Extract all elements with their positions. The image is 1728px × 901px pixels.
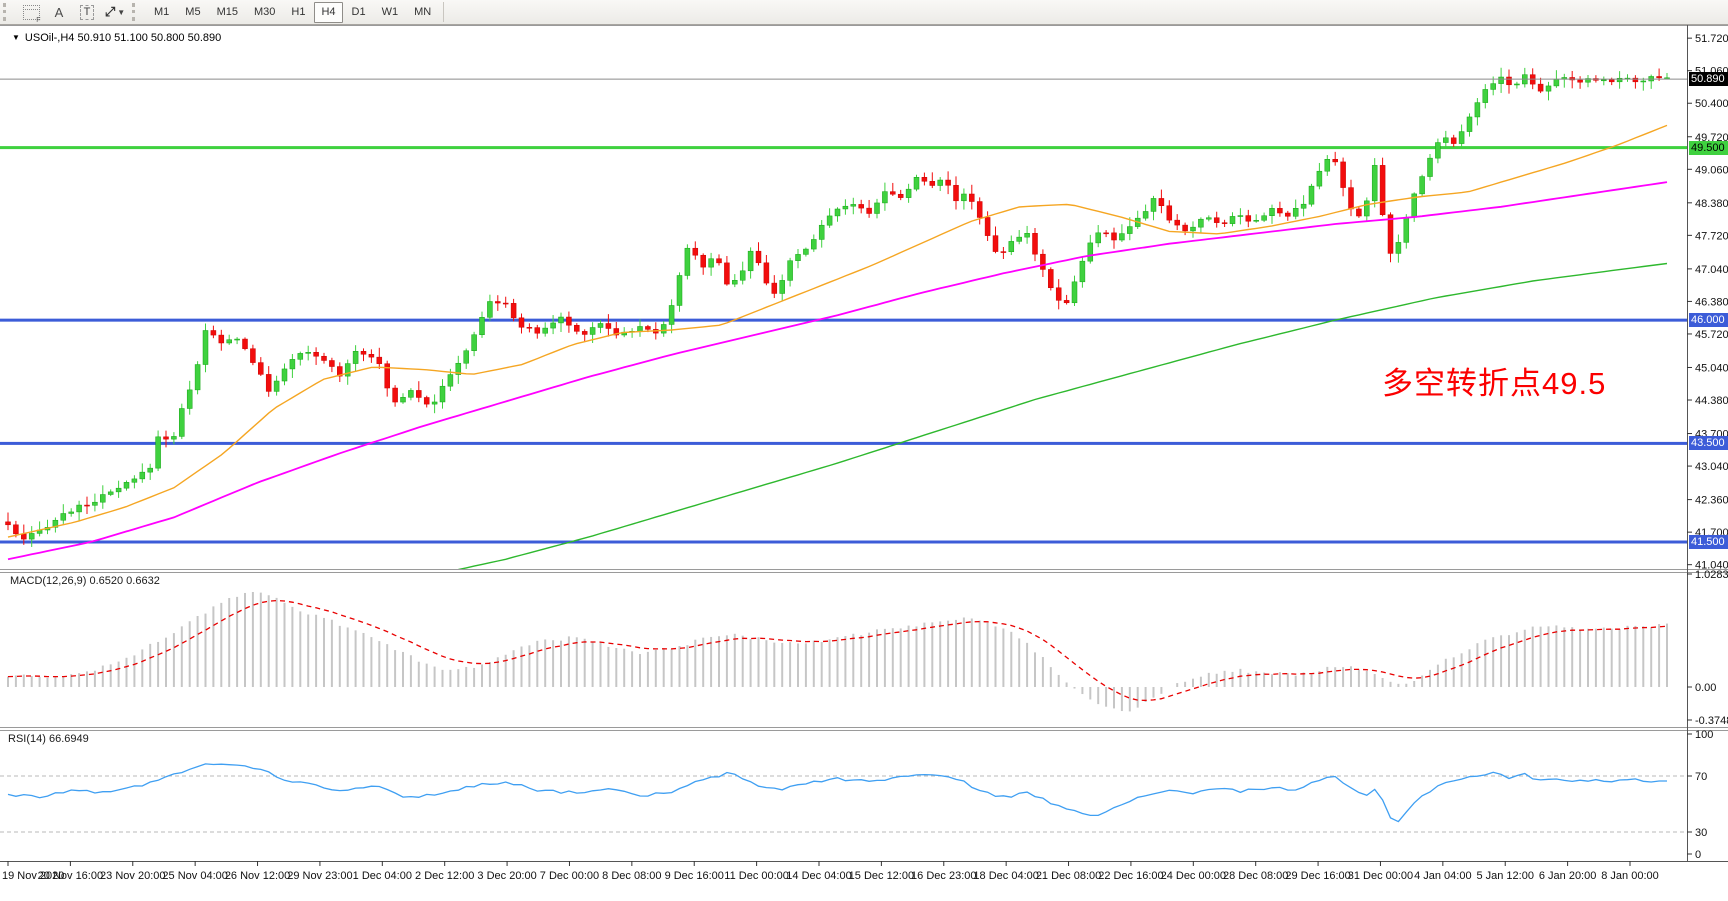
time-label: 22 Dec 16:00 xyxy=(1098,870,1163,882)
symbol-ohlc-text: USOil-,H4 50.910 51.100 50.800 50.890 xyxy=(24,32,222,44)
time-label: 5 Jan 12:00 xyxy=(1476,870,1534,882)
price-scale: 51.72051.06050.40049.72049.06048.38047.7… xyxy=(1687,33,1728,572)
time-label: 7 Dec 00:00 xyxy=(540,870,599,882)
price-tick-51.720: 51.720 xyxy=(1695,33,1728,45)
toolbar-drag-handle[interactable] xyxy=(132,3,141,21)
macd-panel xyxy=(7,591,1668,712)
macd-indicator-label: MACD(12,26,9) 0.6520 0.6632 xyxy=(10,575,160,587)
tf-button-M15[interactable]: M15 xyxy=(216,5,238,18)
time-label: 29 Dec 16:00 xyxy=(1285,870,1350,882)
price-tick-46.380: 46.380 xyxy=(1695,296,1728,308)
hline-49.500 xyxy=(0,146,1687,150)
price-tick-49.060: 49.060 xyxy=(1695,164,1728,176)
rsi-tick-70: 70 xyxy=(1695,771,1707,783)
price-tag-46.000: 46.000 xyxy=(1689,313,1728,328)
tf-button-MN[interactable]: MN xyxy=(414,5,432,18)
time-label: 8 Jan 00:00 xyxy=(1601,870,1659,882)
tf-button-H4[interactable]: H4 xyxy=(314,1,343,23)
rsi-line xyxy=(7,763,1667,823)
price-tag-41.500: 41.500 xyxy=(1689,535,1728,549)
time-label: 21 Dec 08:00 xyxy=(1036,870,1101,882)
time-label: 6 Jan 20:00 xyxy=(1539,870,1597,882)
tf-button-W1[interactable]: W1 xyxy=(381,5,399,18)
ma-mid-line xyxy=(7,181,1668,561)
price-tick-50.400: 50.400 xyxy=(1695,98,1728,110)
toolbar-separator xyxy=(443,2,445,22)
chart-canvas[interactable]: 51.72051.06050.40049.72049.06048.38047.7… xyxy=(0,25,1728,901)
rsi-panel xyxy=(0,763,1687,833)
time-label: 23 Nov 20:00 xyxy=(100,870,165,882)
rsi-tick-0: 0 xyxy=(1695,849,1701,861)
time-label: 26 Nov 12:00 xyxy=(225,870,290,882)
price-tag-43.500: 43.500 xyxy=(1689,436,1728,451)
panel-borders xyxy=(0,25,1728,862)
macd-tick-0.00: 0.00 xyxy=(1695,682,1716,694)
price-tick-45.720: 45.720 xyxy=(1695,329,1728,341)
price-tick-41.040: 41.040 xyxy=(1695,560,1728,572)
price-tick-42.360: 42.360 xyxy=(1695,495,1728,507)
symbol-dropdown-icon[interactable]: ▼ xyxy=(12,33,20,42)
ma-fast-line xyxy=(7,124,1668,538)
macd-signal-line xyxy=(7,599,1668,702)
tf-button-M30[interactable]: M30 xyxy=(253,5,276,18)
main-panel xyxy=(0,67,1687,569)
time-label: 2 Dec 12:00 xyxy=(415,870,474,882)
fibonacci-icon[interactable] xyxy=(19,2,43,24)
time-label: 24 Dec 00:00 xyxy=(1161,870,1226,882)
candles xyxy=(5,67,1670,547)
time-label: 16 Dec 23:00 xyxy=(911,870,976,882)
time-label: 9 Dec 16:00 xyxy=(665,870,724,882)
time-label: 20 Nov 16:00 xyxy=(38,870,103,882)
symbol-ohlc-line[interactable]: ▼ USOil-,H4 50.910 51.100 50.800 50.890 xyxy=(12,32,221,44)
macd-tick--0.3748: -0.3748 xyxy=(1695,715,1728,727)
tf-button-D1[interactable]: D1 xyxy=(351,5,366,18)
hline-46.000 xyxy=(0,318,1687,322)
chart-text-annotation[interactable]: 多空转折点49.5 xyxy=(1382,366,1607,401)
time-label: 18 Dec 04:00 xyxy=(973,870,1038,882)
toolbar-drag-handle[interactable] xyxy=(3,3,12,21)
time-label: 25 Nov 04:00 xyxy=(162,870,227,882)
rsi-tick-100: 100 xyxy=(1695,729,1713,741)
tf-button-H1[interactable]: H1 xyxy=(291,5,306,18)
rsi-indicator-label: RSI(14) 66.6949 xyxy=(8,733,89,745)
chart-area[interactable]: 51.72051.06050.40049.72049.06048.38047.7… xyxy=(0,25,1728,901)
macd-tick-1.0283: 1.0283 xyxy=(1695,569,1728,581)
hline-43.500 xyxy=(0,441,1687,445)
toolbar: A T ⤢▼ M1 M5 M15 M30 H1 H4 D1 W1 MN xyxy=(0,0,1728,25)
price-tick-48.380: 48.380 xyxy=(1695,198,1728,210)
tf-button-M5[interactable]: M5 xyxy=(185,5,201,18)
ma-slow-line xyxy=(458,262,1668,569)
arrows-icon[interactable]: ⤢ ▼ xyxy=(104,4,126,19)
time-label: 1 Dec 04:00 xyxy=(353,870,412,882)
text-label-icon[interactable]: A xyxy=(54,4,64,20)
time-label: 3 Dec 20:00 xyxy=(477,870,536,882)
time-label: 8 Dec 08:00 xyxy=(602,870,661,882)
price-tick-47.040: 47.040 xyxy=(1695,264,1728,276)
hline-41.500 xyxy=(0,540,1687,544)
text-icon[interactable]: T xyxy=(75,2,99,22)
time-label: 19 Nov 2020 xyxy=(2,870,64,882)
tf-button-M1[interactable]: M1 xyxy=(154,5,170,18)
price-tick-43.040: 43.040 xyxy=(1695,461,1728,473)
rsi-scale: 100 70 30 0 xyxy=(1687,729,1713,861)
macd-scale: 1.0283 0.00 -0.3748 xyxy=(1687,569,1728,727)
time-label: 14 Dec 04:00 xyxy=(786,870,851,882)
time-label: 4 Jan 04:00 xyxy=(1414,870,1472,882)
current-price-tag: 50.890 xyxy=(1689,72,1728,87)
chevron-down-icon: ▼ xyxy=(117,7,126,17)
rsi-tick-30: 30 xyxy=(1695,827,1707,839)
timeframe-group: M1 M5 M15 M30 H1 H4 D1 W1 MN xyxy=(146,1,439,23)
price-tick-44.380: 44.380 xyxy=(1695,395,1728,407)
time-label: 31 Dec 00:00 xyxy=(1348,870,1413,882)
time-label: 11 Dec 00:00 xyxy=(724,870,789,882)
time-label: 29 Nov 23:00 xyxy=(287,870,352,882)
time-label: 28 Dec 08:00 xyxy=(1223,870,1288,882)
price-tick-47.720: 47.720 xyxy=(1695,230,1728,242)
price-tick-45.040: 45.040 xyxy=(1695,362,1728,374)
price-tag-49.500: 49.500 xyxy=(1689,140,1728,155)
time-label: 15 Dec 12:00 xyxy=(849,870,914,882)
